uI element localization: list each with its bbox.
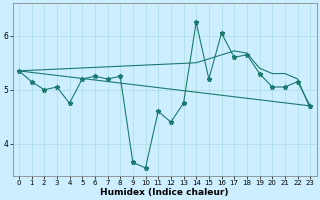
X-axis label: Humidex (Indice chaleur): Humidex (Indice chaleur) xyxy=(100,188,229,197)
